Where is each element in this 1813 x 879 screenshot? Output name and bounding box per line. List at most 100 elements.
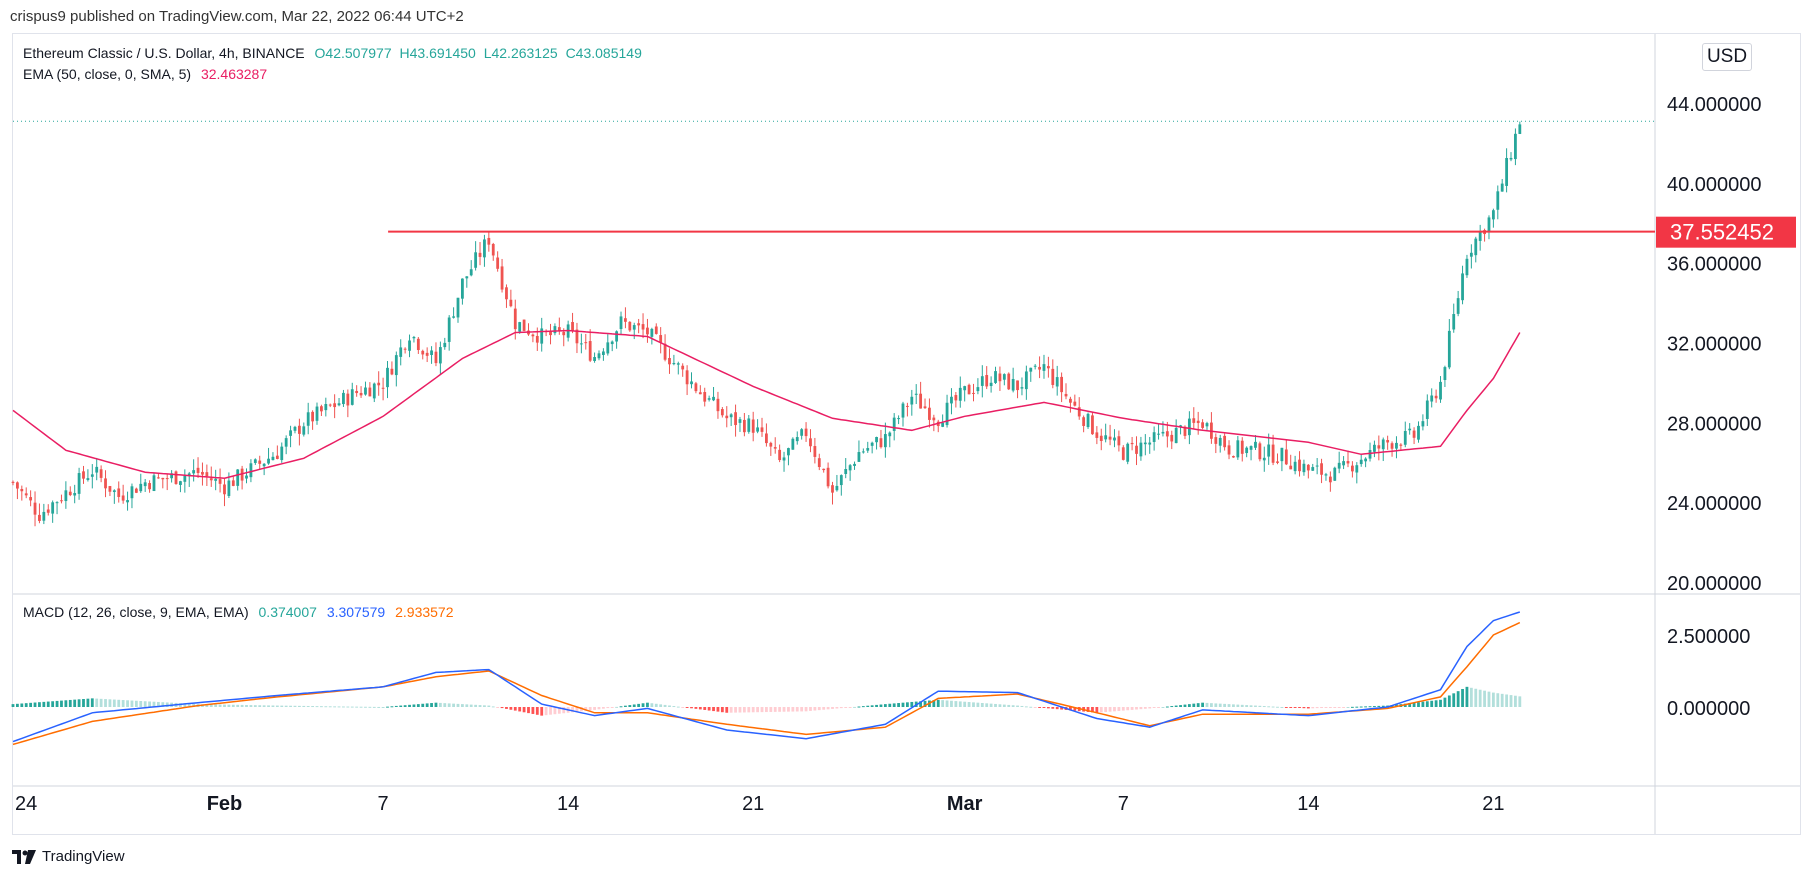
macd-hist-bar — [1121, 707, 1125, 711]
macd-hist-bar — [1447, 695, 1451, 707]
candle-body — [941, 422, 945, 427]
candle-body — [280, 446, 284, 461]
candle-body — [60, 500, 63, 502]
candle-body — [601, 351, 605, 355]
macd-hist-bar — [1046, 707, 1050, 709]
macd-hist-bar — [1469, 687, 1473, 707]
candles — [11, 121, 1522, 527]
candle-body — [364, 387, 367, 395]
candle-body — [919, 393, 923, 409]
macd-hist-bar — [1223, 703, 1227, 707]
macd-hist-bar — [73, 699, 77, 707]
macd-hist-bar — [1337, 707, 1341, 708]
candle-body — [910, 396, 914, 405]
candle-body — [192, 470, 196, 474]
candle-body — [879, 438, 883, 448]
candle-body — [668, 358, 671, 365]
macd-hist-bar — [632, 704, 636, 707]
candle-body — [1174, 427, 1178, 444]
macd-hist-bar — [315, 706, 319, 708]
candle-body — [73, 492, 77, 496]
candle-body — [355, 390, 359, 394]
macd-hist-bar — [707, 707, 711, 711]
macd-hist-bar — [1108, 707, 1112, 712]
macd-hist-bar — [381, 707, 385, 708]
macd-hist-bar — [249, 705, 253, 707]
macd-hist-bar — [676, 706, 680, 708]
currency-button[interactable]: USD — [1702, 43, 1752, 71]
macd-hist-bar — [1509, 695, 1513, 707]
candle-body — [765, 433, 768, 444]
macd-hist-bar — [214, 704, 218, 707]
macd-hist-bar — [760, 707, 764, 713]
candle-body — [610, 341, 614, 345]
candle-body — [751, 419, 755, 433]
macd-hist-bar — [99, 698, 103, 707]
candle-body — [923, 406, 927, 409]
candle-body — [778, 449, 782, 461]
candle-body — [1099, 435, 1103, 442]
candle-body — [161, 477, 165, 480]
candle-body — [1042, 364, 1046, 371]
candle-body — [1139, 442, 1143, 457]
macd-hist-bar — [668, 705, 671, 707]
candle-body — [346, 393, 350, 406]
macd-hist-bar — [121, 700, 125, 707]
macd-hist-bar — [434, 702, 438, 707]
macd-hist-bar — [892, 703, 896, 707]
macd-hist-bar — [1355, 706, 1359, 708]
price-tick-label: 28.000000 — [1667, 413, 1762, 435]
macd-hist-bar — [1434, 700, 1438, 707]
macd-hist-bar — [51, 701, 55, 707]
macd-hist-bar — [800, 707, 804, 712]
macd-hist-value: 0.374007 — [258, 604, 317, 620]
macd-hist-bar — [522, 707, 526, 713]
candle-body — [258, 460, 262, 464]
macd-hist-bar — [1245, 705, 1249, 707]
candle-body — [205, 472, 209, 477]
candle-body — [1011, 378, 1015, 391]
macd-hist-bar — [782, 707, 786, 712]
macd-hist-bar — [500, 707, 504, 709]
macd-hist-bar — [866, 705, 870, 707]
macd-hist-bar — [20, 703, 24, 707]
macd-hist-bar — [421, 703, 425, 707]
macd-hist-bar — [972, 702, 975, 707]
macd-hist-bar — [183, 703, 187, 707]
candle-body — [976, 387, 980, 392]
macd-hist-bar — [108, 699, 112, 707]
candle-body — [1214, 437, 1218, 444]
macd-hist-bar — [637, 703, 641, 707]
macd-hist-bar — [1280, 707, 1284, 708]
macd-hist-bar — [262, 705, 266, 707]
macd-hist-bar — [16, 703, 19, 707]
candle-body — [663, 343, 667, 360]
macd-hist-bar — [606, 707, 610, 709]
candle-body — [297, 425, 301, 434]
candle-body — [535, 335, 539, 343]
tradingview-logo-icon — [12, 849, 36, 864]
macd-hist-bar — [769, 707, 773, 712]
candle-body — [1007, 373, 1011, 390]
macd-hist-bar — [148, 701, 151, 707]
macd-hist-bar — [267, 705, 270, 707]
macd-hist-bar — [364, 706, 367, 708]
candle-body — [1108, 436, 1112, 440]
macd-hist-bar — [870, 705, 874, 707]
macd-hist-bar — [1262, 706, 1266, 708]
candle-body — [716, 398, 720, 412]
candle-body — [377, 382, 381, 386]
macd-hist-bar — [350, 706, 354, 708]
candle-body — [231, 480, 235, 486]
candle-body — [1223, 435, 1227, 448]
candle-body — [1364, 458, 1368, 462]
candle-body — [1395, 442, 1398, 449]
candle-body — [1500, 183, 1504, 192]
macd-hist-bar — [619, 706, 623, 708]
candle-body — [628, 321, 632, 331]
candle-body — [1284, 449, 1288, 465]
macd-hist-bar — [553, 707, 557, 715]
candle-body — [359, 392, 363, 396]
candle-body — [452, 316, 455, 318]
